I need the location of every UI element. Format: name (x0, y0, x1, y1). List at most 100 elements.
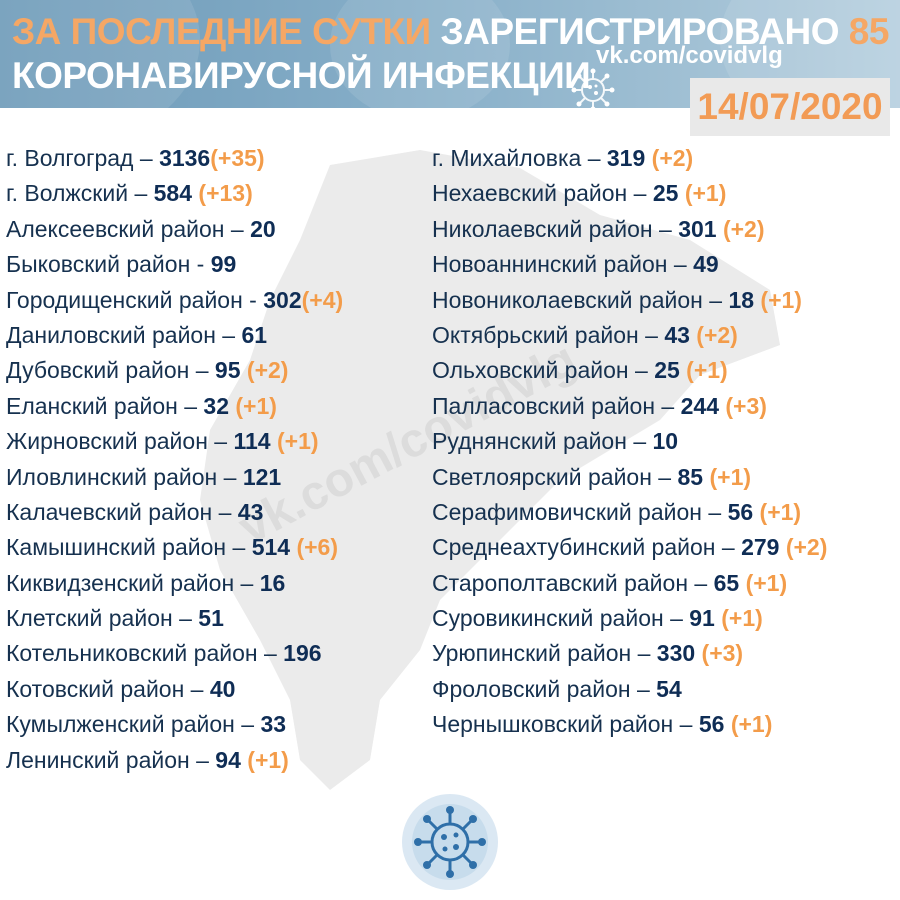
separator: – (581, 145, 607, 171)
list-item: Еланский район – 32 (+1) (6, 389, 343, 424)
list-item: Жирновский район – 114 (+1) (6, 424, 343, 459)
district-name: Быковский район (6, 251, 191, 278)
case-count: 121 (242, 463, 282, 490)
separator: – (257, 640, 284, 667)
district-name: Даниловский район (6, 321, 216, 348)
case-count: 244 (680, 392, 719, 419)
list-item: Киквидзенский район – 16 (6, 566, 343, 601)
case-count: 65 (713, 569, 740, 596)
list-item: Быковский район - 99 (6, 247, 343, 282)
district-name: Руднянский район (432, 428, 627, 455)
separator: – (234, 569, 260, 596)
case-count: 20 (250, 215, 276, 242)
list-item: г. Волжский – 584 (+13) (6, 176, 343, 211)
separator: – (688, 569, 714, 596)
vk-link[interactable]: vk.com/covidvlg (596, 42, 783, 69)
case-increase: (+1) (745, 569, 788, 596)
district-name: г. Михайловка (432, 145, 582, 171)
header-bg-blob (330, 0, 510, 108)
district-name: Ленинский район (6, 746, 190, 773)
list-item: Даниловский район – 61 (6, 318, 343, 353)
list-item: Урюпинский район – 330 (+3) (432, 636, 827, 671)
district-name: Дубовский район (6, 357, 190, 384)
district-name: Урюпинский район (432, 640, 632, 667)
district-name: Новониколаевский район (432, 286, 703, 313)
separator: – (627, 180, 653, 207)
district-name: Калачевский район (6, 498, 213, 525)
list-item: Ольховский район – 25 (+1) (432, 353, 827, 388)
separator: – (638, 321, 665, 348)
list-item: Фроловский район – 54 (432, 672, 827, 707)
coronavirus-icon (402, 794, 498, 890)
case-count: 91 (689, 605, 715, 632)
separator: – (217, 463, 243, 490)
list-item: Суровикинский район – 91 (+1) (432, 601, 827, 636)
case-increase: (+4) (301, 286, 344, 313)
district-name: Котовский район (6, 675, 185, 702)
separator: – (177, 392, 204, 419)
list-item: Октябрьский район – 43 (+2) (432, 318, 827, 353)
separator: - (190, 251, 211, 278)
case-count: 32 (203, 392, 229, 419)
case-count: 49 (693, 251, 719, 278)
district-name: г. Волжский (6, 180, 129, 207)
district-name: Городищенский район (6, 286, 243, 313)
list-item: Дубовский район – 95 (+2) (6, 353, 343, 388)
district-name: Иловлинский район (6, 463, 218, 490)
case-increase: (+2) (696, 321, 738, 348)
list-item: Серафимовичский район – 56 (+1) (432, 495, 827, 530)
district-name: Октябрьский район (432, 321, 639, 348)
case-count: 54 (656, 675, 682, 702)
district-name: Нехаевский район (432, 180, 628, 207)
separator: – (133, 145, 160, 171)
case-increase: (+2) (246, 357, 289, 384)
case-count: 56 (698, 711, 725, 738)
case-increase: (+6) (296, 534, 338, 561)
district-name: Фроловский район (432, 675, 631, 702)
separator: – (224, 215, 251, 242)
case-count: 10 (652, 428, 679, 455)
case-count: 43 (664, 321, 690, 348)
separator: – (172, 605, 199, 632)
separator: – (663, 605, 690, 632)
district-name: Ольховский район (432, 357, 629, 384)
separator: – (630, 675, 657, 702)
district-name: Палласовский район (432, 392, 656, 419)
list-item: Светлоярский район – 85 (+1) (432, 460, 827, 495)
title-highlight-part1: ЗА ПОСЛЕДНИЕ СУТКИ (12, 11, 441, 52)
list-item: Чернышковский район – 56 (+1) (432, 707, 827, 742)
case-increase: (+3) (725, 392, 767, 419)
separator: – (189, 746, 216, 773)
case-increase: (+1) (247, 746, 289, 773)
case-increase: (+3) (701, 640, 744, 667)
case-count: 25 (652, 180, 679, 207)
separator: – (212, 498, 238, 525)
case-count: 319 (606, 145, 646, 171)
coronavirus-icon (571, 68, 615, 108)
case-increase: (+1) (760, 286, 802, 313)
case-increase: (+2) (651, 145, 694, 171)
district-name: Еланский район (6, 392, 178, 419)
case-count: 33 (260, 711, 287, 738)
list-item: Кумылженский район – 33 (6, 707, 343, 742)
separator: – (628, 357, 655, 384)
case-increase: (+1) (709, 463, 752, 490)
list-item: Старополтавский район – 65 (+1) (432, 566, 827, 601)
district-name: Чернышковский район (432, 711, 674, 738)
list-item: Николаевский район – 301 (+2) (432, 212, 827, 247)
case-count: 51 (198, 605, 224, 632)
district-name: Киквидзенский район (6, 569, 235, 596)
case-count: 99 (210, 251, 237, 278)
case-count: 56 (727, 498, 754, 525)
header-bg-blob (0, 0, 200, 108)
case-count: 301 (678, 215, 717, 242)
district-name: Камышинский район (6, 534, 227, 561)
district-name: Николаевский район (432, 215, 653, 242)
separator: – (207, 428, 234, 455)
list-item: Котовский район – 40 (6, 672, 343, 707)
list-item: Калачевский район – 43 (6, 495, 343, 530)
district-name: Котельниковский район (6, 640, 258, 667)
district-name: Клетский район (6, 605, 173, 632)
header-title-line1: ЗА ПОСЛЕДНИЕ СУТКИ ЗАРЕГИСТРИРОВАНО 85 С… (12, 10, 900, 54)
separator: – (189, 357, 215, 384)
